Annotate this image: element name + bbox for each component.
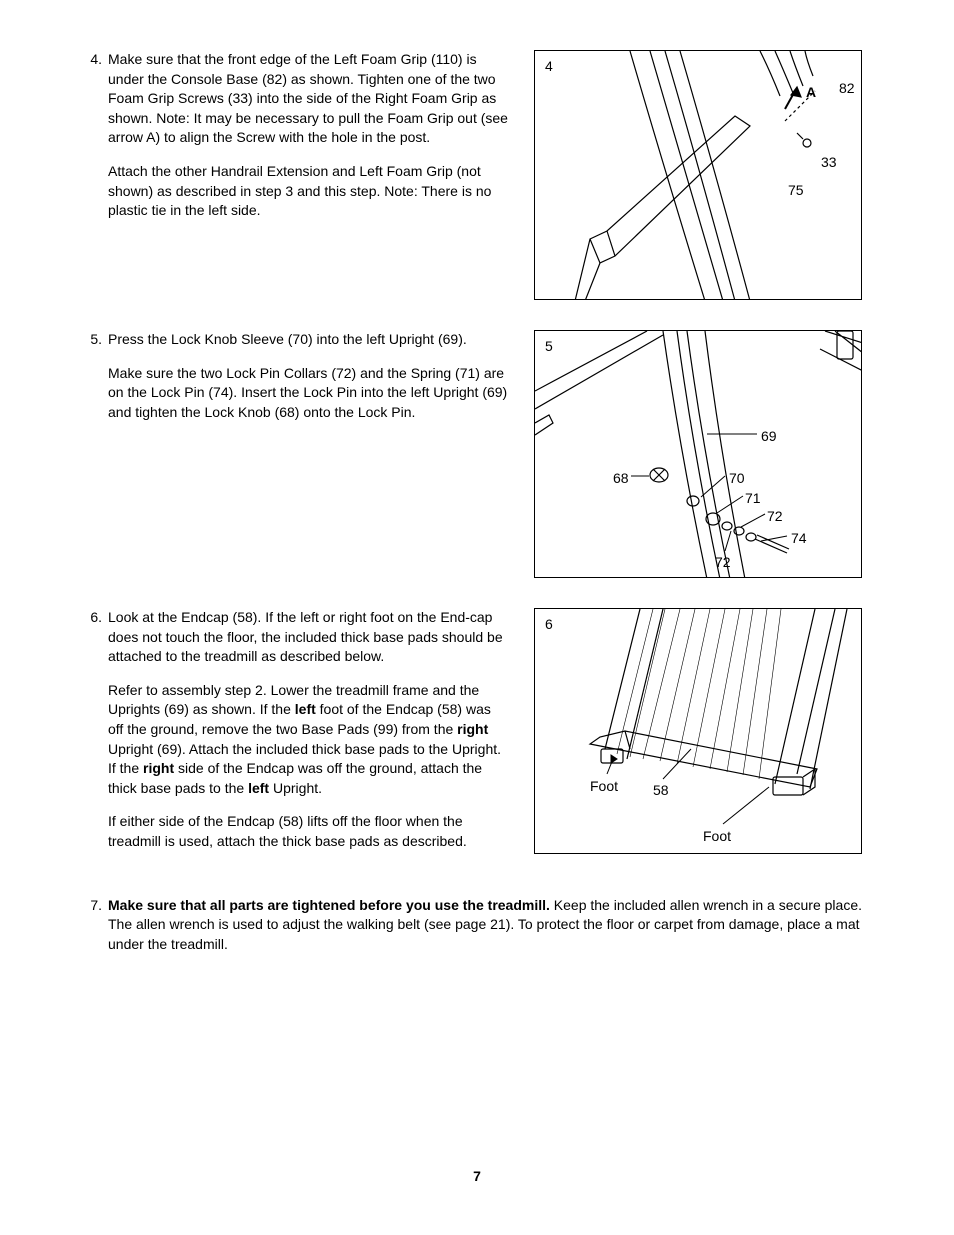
figure-label: 72 — [767, 507, 783, 527]
step-row-5: 5. Press the Lock Knob Sleeve (70) into … — [80, 330, 874, 578]
paragraph: Make sure that the front edge of the Lef… — [108, 50, 510, 148]
figure-label: 70 — [729, 469, 745, 489]
paragraph: Look at the Endcap (58). If the left or … — [108, 608, 510, 667]
step-text-5: 5. Press the Lock Knob Sleeve (70) into … — [80, 330, 510, 436]
figure-label: Foot — [590, 777, 618, 797]
paragraph: If either side of the Endcap (58) lifts … — [108, 812, 510, 851]
figure-label: 74 — [791, 529, 807, 549]
step-number: 6. — [80, 608, 102, 866]
paragraph: Attach the other Handrail Extension and … — [108, 162, 510, 221]
step-body: Look at the Endcap (58). If the left or … — [108, 608, 510, 866]
page-number: 7 — [0, 1167, 954, 1187]
paragraph: Press the Lock Knob Sleeve (70) into the… — [108, 330, 510, 350]
paragraph: Make sure that all parts are tightened b… — [108, 896, 874, 955]
step-number: 4. — [80, 50, 102, 235]
figure-label: 68 — [613, 469, 629, 489]
figure-label: A — [806, 83, 816, 103]
paragraph: Make sure the two Lock Pin Collars (72) … — [108, 364, 510, 423]
figure-number: 6 — [545, 615, 553, 635]
figure-label: 72 — [715, 553, 731, 573]
step-row-7: 7. Make sure that all parts are tightene… — [80, 896, 874, 969]
step-number: 5. — [80, 330, 102, 436]
step-body: Make sure that all parts are tightened b… — [108, 896, 874, 969]
figure-number: 4 — [545, 57, 553, 77]
figure-number: 5 — [545, 337, 553, 357]
figure-4: 4 A 82 33 75 — [534, 50, 862, 300]
figure-label: 33 — [821, 153, 837, 173]
paragraph: Refer to assembly step 2. Lower the trea… — [108, 681, 510, 799]
step-text-4: 4. Make sure that the front edge of the … — [80, 50, 510, 235]
assembly-steps: 4. Make sure that the front edge of the … — [80, 50, 874, 968]
figure-5-art — [535, 331, 862, 578]
figure-6: 6 Foot 58 Foot — [534, 608, 862, 854]
step-body: Make sure that the front edge of the Lef… — [108, 50, 510, 235]
figure-label: 69 — [761, 427, 777, 447]
step-row-6: 6. Look at the Endcap (58). If the left … — [80, 608, 874, 866]
figure-6-art — [535, 609, 862, 854]
figure-label: 75 — [788, 181, 804, 201]
step-text-6: 6. Look at the Endcap (58). If the left … — [80, 608, 510, 866]
figure-5: 5 69 68 70 71 72 74 72 — [534, 330, 862, 578]
step-row-4: 4. Make sure that the front edge of the … — [80, 50, 874, 300]
figure-label: 71 — [745, 489, 761, 509]
step-text-7: 7. Make sure that all parts are tightene… — [80, 896, 874, 969]
step-number: 7. — [80, 896, 102, 969]
figure-label: 82 — [839, 79, 855, 99]
figure-label: 58 — [653, 781, 669, 801]
figure-label: Foot — [703, 827, 731, 847]
step-body: Press the Lock Knob Sleeve (70) into the… — [108, 330, 510, 436]
